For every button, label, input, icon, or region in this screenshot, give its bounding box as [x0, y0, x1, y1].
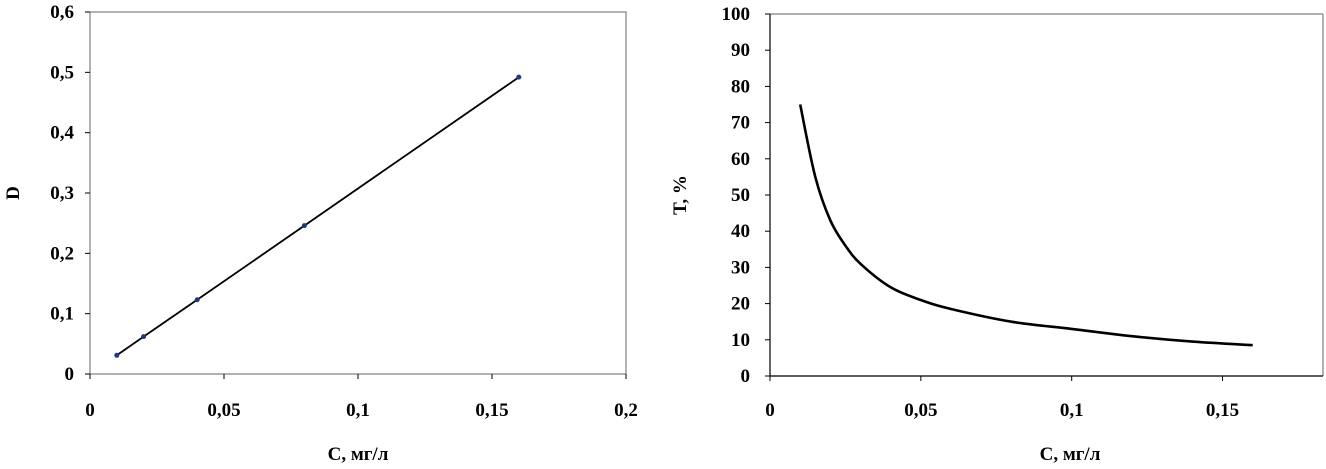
chart-transmittance: 0 10 20 30 40 50 60 70 80 90 100 0 0,05 0,1 0,15 C, м…	[670, 4, 1324, 465]
y-tick-label: 0,3	[50, 183, 74, 204]
y-tick-label: 20	[731, 294, 750, 315]
y-axis-ticks: 0 0,1 0,2 0,3 0,4 0,5 0,6	[50, 2, 90, 385]
x-tick-label: 0,15	[1206, 400, 1239, 421]
y-tick-label: 10	[731, 330, 750, 351]
x-tick-label: 0,05	[904, 400, 937, 421]
data-point	[516, 74, 522, 80]
x-tick-label: 0	[765, 400, 775, 421]
y-tick-label: 100	[722, 4, 751, 25]
y-axis-ticks: 0 10 20 30 40 50 60 70 80 90 100	[722, 4, 770, 387]
x-tick-label: 0	[85, 400, 95, 421]
series-group	[798, 104, 1253, 347]
y-tick-label: 0,1	[50, 304, 74, 325]
series-line	[798, 104, 1253, 347]
y-axis-label: D	[3, 186, 24, 200]
y-tick-label: 40	[731, 221, 750, 242]
x-tick-label: 0,05	[207, 400, 240, 421]
x-axis-ticks: 0 0,05 0,1 0,15 0,2	[85, 374, 638, 421]
x-axis-label: C, мг/л	[328, 444, 389, 465]
x-tick-label: 0,15	[475, 400, 508, 421]
data-point	[141, 334, 147, 340]
y-axis-label: T, %	[670, 175, 691, 215]
y-tick-label: 0	[741, 366, 751, 387]
series-line	[116, 76, 520, 357]
data-point	[114, 352, 120, 358]
data-point	[301, 223, 307, 229]
y-tick-label: 0,5	[50, 62, 74, 83]
y-tick-label: 50	[731, 185, 750, 206]
series-group	[114, 74, 522, 358]
y-tick-label: 0,2	[50, 243, 74, 264]
y-tick-label: 30	[731, 257, 750, 278]
x-axis-label: C, мг/л	[1040, 444, 1101, 465]
y-tick-label: 0,4	[50, 123, 74, 144]
y-tick-label: 60	[731, 149, 750, 170]
x-axis-ticks: 0 0,05 0,1 0,15	[765, 376, 1239, 421]
plot-frame	[89, 11, 627, 375]
chart-absorbance: 0 0,1 0,2 0,3 0,4 0,5 0,6 0 0,05 0,1 0,15 0,2 C, м…	[3, 2, 638, 465]
x-tick-label: 0,1	[346, 400, 370, 421]
x-tick-label: 0,1	[1060, 400, 1084, 421]
y-tick-label: 0	[65, 364, 75, 385]
y-tick-label: 70	[731, 113, 750, 134]
y-tick-label: 0,6	[50, 2, 74, 23]
data-point	[194, 297, 200, 303]
y-tick-label: 80	[731, 76, 750, 97]
y-tick-label: 90	[731, 40, 750, 61]
x-tick-label: 0,2	[614, 400, 638, 421]
